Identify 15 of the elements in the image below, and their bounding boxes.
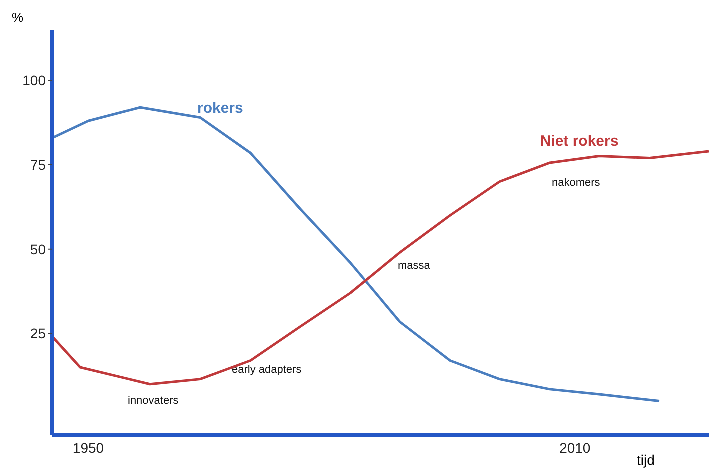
y-tick-label: 75: [30, 156, 46, 173]
y-axis-title: %: [12, 10, 24, 25]
y-tick-label: 100: [22, 72, 46, 89]
y-tick-label: 50: [30, 241, 46, 258]
annotation: innovaters: [128, 395, 179, 407]
series-label: Niet rokers: [540, 133, 619, 150]
annotation: early adapters: [232, 364, 302, 376]
annotation: massa: [398, 260, 430, 272]
series-label: rokers: [197, 100, 244, 117]
y-tick-label: 25: [30, 326, 46, 342]
x-axis-title: tijd: [637, 452, 655, 468]
x-tick-label: 2010: [560, 440, 591, 456]
line-series: [52, 150, 709, 386]
annotation: nakomers: [552, 177, 600, 189]
x-tick-label: 1950: [72, 440, 104, 456]
